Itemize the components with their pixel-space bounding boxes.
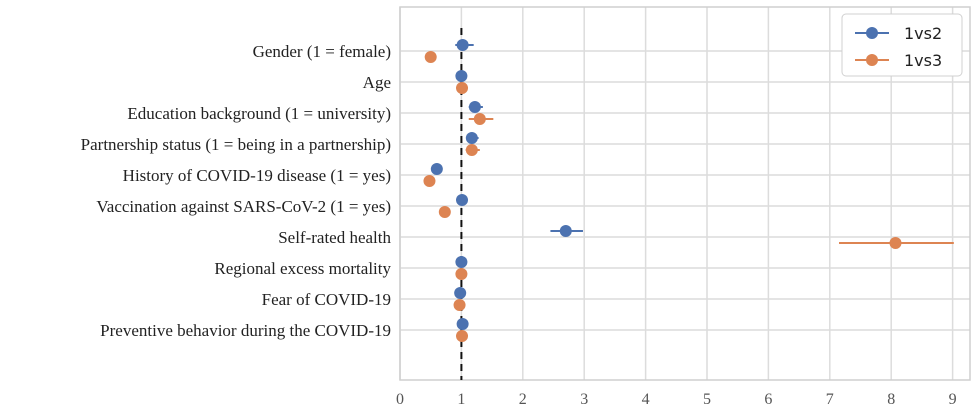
category-label: Regional excess mortality: [214, 259, 391, 278]
data-point: [455, 268, 468, 280]
legend-box: [841, 13, 963, 77]
x-tick-label: 1: [457, 391, 465, 408]
plot-frame: [399, 6, 971, 381]
category-label: History of COVID-19 disease (1 = yes): [123, 166, 391, 185]
data-point: [473, 113, 486, 125]
data-point: [453, 299, 466, 311]
data-point: [424, 51, 437, 63]
x-tick-label: 7: [826, 391, 834, 408]
x-tick-label: 4: [642, 391, 650, 408]
category-label: Gender (1 = female): [253, 42, 391, 61]
data-point: [456, 330, 469, 342]
x-tick-label: 3: [580, 391, 588, 408]
data-point: [455, 256, 468, 268]
category-label: Education background (1 = university): [127, 104, 391, 123]
category-label: Partnership status (1 = being in a partn…: [81, 135, 391, 154]
data-point: [889, 237, 902, 249]
grid-lines: [399, 7, 970, 380]
data-point: [456, 194, 469, 206]
category-label: Age: [363, 73, 391, 92]
x-tick-label: 5: [703, 391, 711, 408]
x-tick-label: 8: [887, 391, 895, 408]
series-1vs2: [430, 39, 583, 330]
legend: 1vs2 1vs3: [841, 13, 963, 77]
data-point: [455, 70, 468, 82]
data-point: [423, 175, 436, 187]
data-point: [456, 318, 469, 330]
category-label: Self-rated health: [278, 228, 391, 247]
category-label: Vaccination against SARS-CoV-2 (1 = yes): [96, 197, 391, 216]
series-1vs3: [423, 51, 954, 342]
legend-marker: [866, 27, 878, 39]
series-group: [423, 39, 954, 342]
x-tick-labels: 0 1 2 3 4 5 6 7 8 9: [396, 391, 957, 408]
data-point: [465, 144, 478, 156]
x-tick-label: 9: [949, 391, 957, 408]
x-tick-label: 2: [519, 391, 527, 408]
data-point: [430, 163, 443, 175]
legend-label: 1vs2: [904, 24, 942, 43]
data-point: [454, 287, 467, 299]
data-point: [559, 225, 572, 237]
data-point: [468, 101, 481, 113]
data-point: [456, 39, 469, 51]
data-point: [438, 206, 451, 218]
legend-marker: [866, 54, 878, 66]
category-label: Preventive behavior during the COVID-19: [100, 321, 391, 340]
data-point: [456, 82, 469, 94]
data-point: [465, 132, 478, 144]
category-labels: Gender (1 = female) Age Education backgrou…: [81, 42, 392, 340]
x-tick-label: 6: [764, 391, 772, 408]
x-tick-label: 0: [396, 391, 404, 408]
category-label: Fear of COVID-19: [262, 290, 391, 309]
legend-label: 1vs3: [904, 51, 942, 70]
